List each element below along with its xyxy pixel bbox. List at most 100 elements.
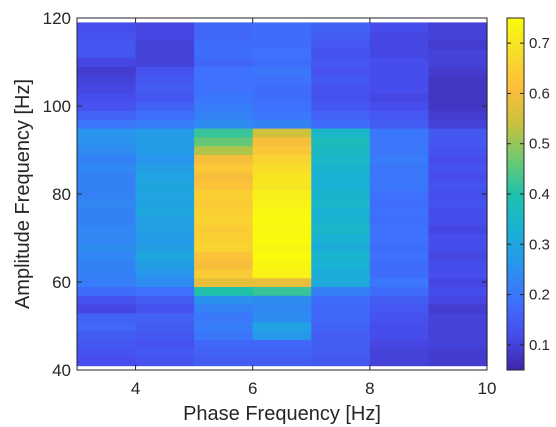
heatmap-cell — [252, 260, 312, 270]
heatmap-cell — [428, 136, 488, 147]
heatmap-cell — [369, 330, 430, 340]
heatmap-cell — [77, 75, 137, 85]
heatmap-cell — [311, 198, 371, 208]
heatmap-cell — [252, 40, 312, 50]
heatmap-cell — [311, 260, 371, 270]
heatmap-cell — [311, 348, 371, 358]
heatmap-cell — [311, 224, 371, 235]
heatmap-cell — [135, 110, 195, 120]
heatmap-cell — [369, 22, 430, 32]
heatmap-cell — [311, 180, 371, 191]
heatmap-cell — [311, 57, 371, 67]
heatmap-cell — [252, 268, 312, 279]
heatmap-cell — [311, 128, 371, 138]
heatmap-cell — [252, 312, 312, 323]
heatmap-cell — [77, 145, 137, 155]
heatmap-cell — [194, 233, 254, 243]
heatmap-cell — [428, 268, 488, 279]
heatmap-cell — [194, 321, 254, 331]
heatmap-cell — [194, 198, 254, 208]
heatmap-cell — [428, 145, 488, 155]
heatmap-cell — [194, 339, 254, 349]
heatmap-cell — [428, 119, 488, 129]
heatmap-cell — [311, 48, 371, 59]
colorbar-tick-label: 0.1 — [529, 337, 550, 354]
heatmap-cell — [369, 180, 430, 191]
heatmap-cell — [135, 286, 195, 296]
heatmap-cell — [135, 101, 195, 111]
heatmap-cell — [252, 163, 312, 173]
heatmap-cell — [428, 295, 488, 305]
heatmap-cell — [311, 207, 371, 217]
heatmap-cell — [311, 321, 371, 331]
heatmap-cell — [311, 295, 371, 305]
heatmap-cell — [311, 216, 371, 226]
heatmap-cell — [135, 48, 195, 59]
heatmap-cell — [428, 189, 488, 199]
heatmap-cell — [194, 172, 254, 182]
heatmap-cell — [428, 172, 488, 182]
heatmap-cell — [369, 84, 430, 94]
heatmap-cell — [252, 348, 312, 358]
heatmap-cell — [135, 119, 195, 129]
heatmap-cell — [369, 242, 430, 252]
heatmap-cell — [252, 180, 312, 191]
heatmap-cell — [252, 22, 312, 32]
colorbar-tick-label: 0.4 — [529, 186, 550, 203]
heatmap-cell — [252, 304, 312, 314]
heatmap-cell — [369, 339, 430, 349]
heatmap-cell — [311, 136, 371, 147]
heatmap-cell — [77, 304, 137, 314]
heatmap-cell — [77, 57, 137, 67]
heatmap-cell — [369, 101, 430, 111]
heatmap-cell — [369, 304, 430, 314]
heatmap-cell — [428, 233, 488, 243]
heatmap-cell — [428, 101, 488, 111]
heatmap-cell — [194, 66, 254, 76]
heatmap-cell — [428, 277, 488, 287]
heatmap-cell — [311, 154, 371, 164]
heatmap-cell — [369, 31, 430, 41]
heatmap-cell — [135, 277, 195, 287]
heatmap-cell — [194, 40, 254, 50]
heatmap-cell — [252, 136, 312, 147]
colorbar-ticks: 0.1 0.2 0.3 0.4 0.5 0.6 0.7 — [507, 35, 550, 354]
heatmap-cell — [252, 48, 312, 59]
heatmap-cell — [135, 180, 195, 191]
heatmap-cell — [194, 145, 254, 155]
heatmap-cell — [428, 57, 488, 67]
heatmap-cell — [369, 207, 430, 217]
heatmap-cell — [311, 330, 371, 340]
heatmap-cell — [135, 295, 195, 305]
heatmap-cell — [311, 268, 371, 279]
heatmap-cell — [369, 224, 430, 235]
heatmap-cell — [135, 198, 195, 208]
heatmap-cell — [428, 48, 488, 59]
heatmap-cell — [135, 136, 195, 147]
heatmap-cell — [311, 92, 371, 103]
heatmap-cell — [252, 251, 312, 261]
heatmap-cell — [135, 233, 195, 243]
heatmap-cell — [311, 242, 371, 252]
heatmap-cell — [135, 163, 195, 173]
heatmap-cell — [369, 128, 430, 138]
heatmap-cell — [311, 189, 371, 199]
heatmap-cell — [252, 321, 312, 331]
heatmap-cell — [369, 198, 430, 208]
heatmap-cell — [194, 295, 254, 305]
heatmap-cell — [252, 242, 312, 252]
heatmap-cell — [135, 268, 195, 279]
heatmap-cell — [311, 40, 371, 50]
heatmap-cell — [194, 286, 254, 296]
heatmap-cell — [369, 189, 430, 199]
heatmap-cell — [428, 110, 488, 120]
heatmap-cell — [77, 180, 137, 191]
heatmap-cell — [369, 136, 430, 147]
heatmap-cell — [311, 66, 371, 76]
heatmap-cell — [428, 163, 488, 173]
heatmap-cell — [135, 66, 195, 76]
heatmap-cell — [311, 22, 371, 32]
y-tick-label: 40 — [52, 361, 71, 380]
heatmap-cell — [77, 119, 137, 129]
